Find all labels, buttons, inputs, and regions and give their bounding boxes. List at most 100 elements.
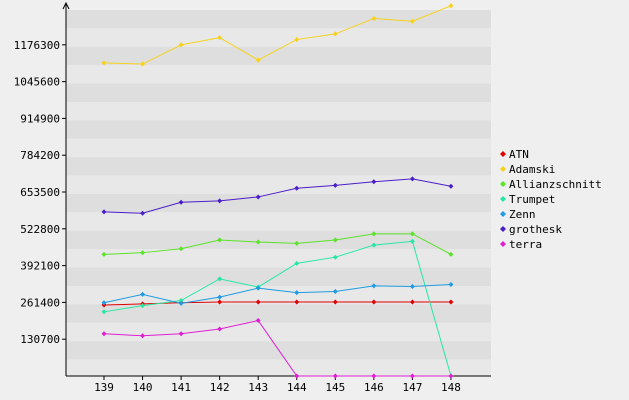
y-axis-arrow — [62, 1, 70, 10]
data-point — [140, 333, 146, 339]
y-axis-ticks: 130700 261400 392100 522800 653500 784200 9149… — [14, 39, 66, 346]
series-line — [103, 233, 452, 255]
data-point — [448, 373, 454, 379]
data-point — [371, 15, 377, 21]
data-point — [178, 300, 184, 306]
y-tick-label: 914900 — [20, 112, 60, 125]
data-point — [217, 294, 223, 300]
grid-band — [66, 28, 491, 47]
data-point — [371, 242, 377, 248]
data-point — [255, 194, 261, 200]
data-point — [294, 290, 300, 296]
legend-marker — [500, 226, 506, 232]
data-point — [101, 300, 107, 306]
data-point — [448, 282, 454, 287]
x-tick-label: 142 — [210, 381, 230, 394]
data-point — [178, 199, 184, 205]
y-tick-label: 392100 — [20, 260, 60, 273]
data-point — [101, 251, 107, 257]
series-adamski — [101, 3, 454, 67]
legend-marker — [500, 211, 506, 217]
legend-item: ATN — [500, 148, 529, 161]
y-tick-label: 1176300 — [14, 39, 60, 52]
grid-band — [66, 101, 491, 121]
legend-item: grothesk — [500, 223, 562, 236]
grid-band — [66, 83, 491, 102]
data-point — [332, 31, 338, 37]
data-point — [178, 42, 184, 48]
series-line — [103, 319, 451, 377]
data-point — [448, 251, 454, 257]
data-point — [140, 250, 146, 256]
legend-marker — [500, 166, 506, 172]
legend-item: Allianzschnitt — [500, 178, 602, 191]
data-point — [101, 60, 107, 66]
data-point — [371, 299, 377, 305]
grid-band — [66, 65, 491, 84]
legend-item: Zenn — [500, 208, 536, 221]
series-grothesk — [101, 176, 454, 216]
data-point — [101, 331, 107, 337]
legend-item: terra — [500, 238, 542, 251]
grid-band — [66, 249, 491, 268]
legend-item: Adamski — [500, 163, 555, 176]
legend-label: ATN — [509, 148, 529, 161]
x-axis-ticks: 139 140 141 142 143 144 145 146 147 148 — [94, 376, 461, 394]
x-tick-label: 147 — [402, 381, 422, 394]
data-point — [217, 198, 223, 204]
data-point — [294, 299, 300, 305]
legend-label: grothesk — [509, 223, 562, 236]
data-point — [255, 299, 261, 305]
data-point — [178, 331, 184, 337]
y-tick-label: 522800 — [20, 223, 60, 236]
data-point — [178, 246, 184, 252]
grid-band — [66, 10, 491, 29]
grid-band — [66, 285, 491, 305]
x-tick-label: 145 — [325, 381, 345, 394]
x-tick-label: 139 — [94, 381, 114, 394]
data-point — [294, 373, 300, 379]
legend-label: terra — [509, 238, 542, 251]
data-point — [294, 185, 300, 191]
data-point — [217, 276, 223, 282]
data-point — [409, 373, 415, 379]
data-point — [217, 237, 223, 243]
legend-label: Zenn — [509, 208, 536, 221]
data-point — [409, 238, 415, 244]
data-point — [140, 210, 146, 216]
legend-marker — [500, 181, 506, 187]
grid-band — [66, 212, 491, 231]
series-layer — [101, 3, 454, 379]
grid-band — [66, 304, 491, 323]
data-point — [255, 285, 261, 291]
data-point — [371, 283, 377, 289]
grid-band — [66, 322, 491, 342]
data-point — [332, 289, 338, 295]
data-point — [332, 254, 338, 260]
legend-item: Trumpet — [500, 193, 555, 206]
y-tick-label: 784200 — [20, 149, 60, 162]
x-tick-label: 146 — [364, 381, 384, 394]
grid-band — [66, 46, 491, 66]
data-point — [409, 176, 415, 182]
data-point — [409, 283, 415, 289]
x-tick-label: 141 — [171, 381, 191, 394]
data-point — [255, 239, 261, 245]
data-point — [140, 61, 146, 67]
y-tick-label: 653500 — [20, 186, 60, 199]
data-point — [448, 3, 454, 9]
data-point — [409, 18, 415, 24]
legend-label: Allianzschnitt — [509, 178, 602, 191]
series-line — [103, 240, 452, 377]
grid-band — [66, 359, 491, 376]
legend-marker — [500, 241, 506, 247]
data-point — [448, 299, 454, 305]
data-point — [101, 309, 107, 315]
data-point — [255, 57, 261, 63]
series-zenn — [101, 282, 454, 306]
x-tick-label: 148 — [441, 381, 461, 394]
legend-label: Trumpet — [509, 193, 555, 206]
data-point — [371, 231, 377, 237]
